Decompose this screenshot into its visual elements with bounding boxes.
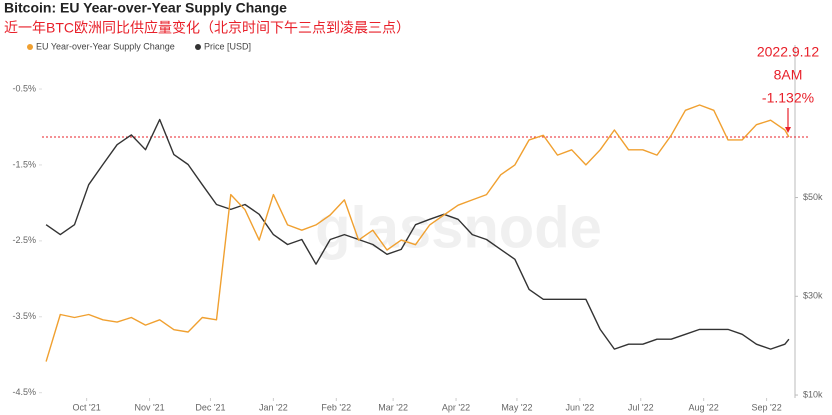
x-tick-label: Dec '21 — [195, 402, 225, 412]
annotation-value: -1.132% — [762, 90, 814, 106]
y2-tick-label: $30k — [803, 291, 823, 301]
x-tick-label: Oct '21 — [73, 402, 101, 412]
annotation-time: 8AM — [774, 67, 803, 83]
series-line — [45, 118, 790, 350]
x-tick-label: Nov '21 — [134, 402, 164, 412]
chart-subtitle: 近一年BTC欧洲同比供应量变化（北京时间下午三点到凌晨三点） — [4, 20, 410, 36]
y-tick-label: -3.5% — [12, 311, 36, 321]
x-tick-label: May '22 — [501, 402, 532, 412]
x-tick-label: Jun '22 — [565, 402, 594, 412]
x-tick-label: Sep '22 — [751, 402, 781, 412]
y2-tick-label: $50k — [803, 192, 823, 202]
y-tick-label: -2.5% — [12, 235, 36, 245]
watermark: glassnode — [315, 195, 602, 260]
y2-tick-label: $10k — [803, 389, 823, 399]
x-tick-label: Jul '22 — [628, 402, 654, 412]
annotation-date: 2022.9.12 — [757, 44, 819, 60]
legend-label: Price [USD] — [204, 41, 251, 51]
x-tick-label: Aug '22 — [689, 402, 719, 412]
y-tick-label: -1.5% — [12, 159, 36, 169]
y-tick-label: -4.5% — [12, 387, 36, 397]
legend-label: EU Year-over-Year Supply Change — [36, 41, 175, 51]
legend-marker — [27, 44, 33, 50]
annotation-arrowhead — [785, 127, 791, 134]
x-tick-label: Jan '22 — [259, 402, 288, 412]
legend-marker — [195, 44, 201, 50]
y-tick-label: -0.5% — [12, 83, 36, 93]
series-line — [45, 104, 790, 362]
x-tick-label: Apr '22 — [442, 402, 470, 412]
x-tick-label: Feb '22 — [321, 402, 351, 412]
chart-title: Bitcoin: EU Year-over-Year Supply Change — [4, 0, 287, 16]
x-tick-label: Mar '22 — [378, 402, 408, 412]
